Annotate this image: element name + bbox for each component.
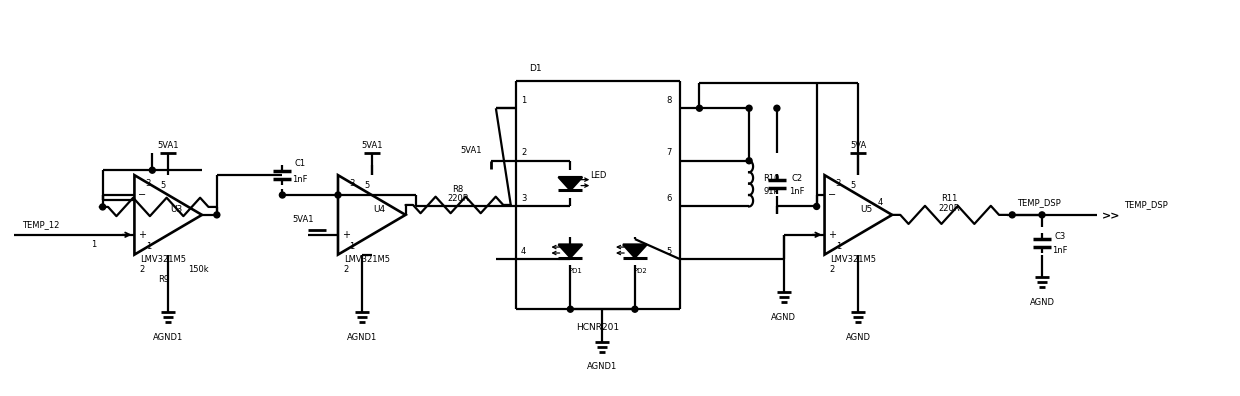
Text: 2: 2	[830, 265, 835, 274]
Text: PD2: PD2	[632, 268, 647, 274]
Text: 150k: 150k	[187, 265, 208, 274]
Text: AGND1: AGND1	[347, 333, 377, 341]
Text: AGND1: AGND1	[153, 333, 184, 341]
Circle shape	[213, 212, 219, 218]
Text: +: +	[342, 230, 350, 240]
Text: 1: 1	[146, 242, 151, 251]
Text: 1nF: 1nF	[789, 187, 805, 196]
Circle shape	[1039, 212, 1045, 218]
Text: −: −	[139, 190, 146, 200]
Text: 8: 8	[666, 96, 672, 105]
Text: 3: 3	[350, 179, 355, 188]
Text: 1: 1	[350, 242, 355, 251]
Text: 1: 1	[836, 242, 841, 251]
Circle shape	[568, 306, 573, 312]
Text: 3: 3	[836, 179, 841, 188]
Text: 1nF: 1nF	[293, 175, 308, 184]
Text: C3: C3	[1054, 232, 1065, 241]
Text: 5: 5	[365, 181, 370, 190]
Text: 2: 2	[343, 265, 348, 274]
Text: 5: 5	[161, 181, 166, 190]
Text: LMV321M5: LMV321M5	[140, 255, 186, 264]
Text: 2: 2	[140, 265, 145, 274]
Text: U3: U3	[170, 206, 182, 214]
Text: −: −	[342, 190, 350, 200]
Text: C1: C1	[295, 159, 306, 168]
Text: 5VA: 5VA	[851, 141, 867, 150]
Circle shape	[279, 192, 285, 198]
Text: AGND: AGND	[771, 313, 796, 322]
Text: 5VA1: 5VA1	[361, 141, 382, 150]
Text: 4: 4	[521, 247, 526, 255]
Text: D1: D1	[529, 65, 542, 73]
Polygon shape	[622, 244, 647, 257]
Text: LED: LED	[590, 171, 606, 180]
Polygon shape	[558, 244, 583, 257]
Text: 7: 7	[666, 148, 672, 157]
Text: 5: 5	[851, 181, 856, 190]
Text: AGND1: AGND1	[587, 362, 618, 371]
Circle shape	[149, 167, 155, 173]
Text: AGND: AGND	[846, 333, 870, 341]
Text: >>: >>	[1101, 211, 1120, 221]
Text: R8: R8	[453, 185, 464, 194]
Polygon shape	[558, 177, 583, 190]
Circle shape	[774, 105, 780, 111]
Text: 2: 2	[521, 148, 526, 157]
Text: C2: C2	[791, 174, 802, 183]
Text: 5VA1: 5VA1	[293, 215, 314, 225]
Text: TEMP_12: TEMP_12	[22, 220, 60, 229]
Text: −: −	[828, 190, 837, 200]
Text: TEMP_DSP: TEMP_DSP	[1125, 200, 1168, 209]
Text: 91k: 91k	[764, 187, 779, 196]
Text: 1: 1	[91, 240, 97, 249]
Text: 5: 5	[666, 247, 672, 255]
Text: LMV321M5: LMV321M5	[831, 255, 877, 264]
Text: 1: 1	[521, 96, 526, 105]
Text: U5: U5	[861, 206, 873, 214]
Text: 220R: 220R	[448, 194, 469, 204]
Text: 6: 6	[666, 194, 672, 203]
Text: 1nF: 1nF	[1053, 246, 1068, 255]
Text: R9: R9	[157, 275, 169, 284]
Circle shape	[632, 306, 637, 312]
Text: 4: 4	[878, 198, 883, 208]
Text: HCNR201: HCNR201	[577, 323, 619, 331]
Text: +: +	[828, 230, 837, 240]
Text: TEMP_DSP: TEMP_DSP	[1017, 198, 1061, 208]
Text: +: +	[139, 230, 146, 240]
Text: 5VA1: 5VA1	[460, 147, 482, 155]
Text: LMV321M5: LMV321M5	[343, 255, 389, 264]
Text: U4: U4	[373, 206, 386, 214]
Text: 5VA1: 5VA1	[157, 141, 179, 150]
Circle shape	[99, 204, 105, 210]
Text: 3: 3	[521, 194, 526, 203]
Circle shape	[697, 105, 702, 111]
Text: 3: 3	[145, 179, 151, 188]
Text: AGND: AGND	[1029, 298, 1054, 307]
Circle shape	[335, 192, 341, 198]
Circle shape	[813, 204, 820, 209]
Circle shape	[746, 105, 753, 111]
Text: R11: R11	[941, 194, 957, 204]
Circle shape	[1009, 212, 1016, 218]
Circle shape	[746, 158, 753, 164]
Text: PD1: PD1	[568, 268, 583, 274]
Text: R10: R10	[763, 174, 779, 183]
Text: 220R: 220R	[939, 204, 961, 213]
